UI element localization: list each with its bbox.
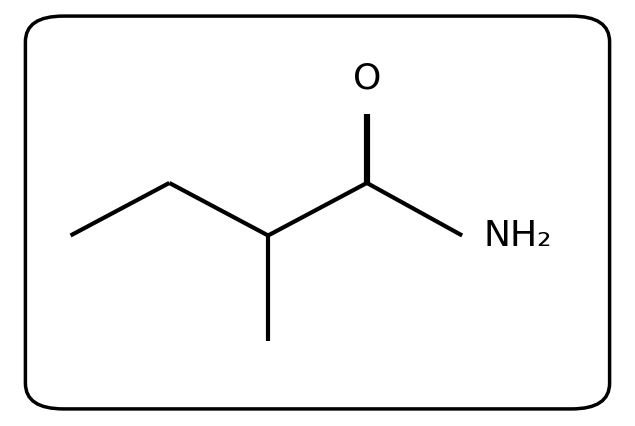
FancyBboxPatch shape — [335, 43, 399, 115]
Text: NH₂: NH₂ — [483, 219, 552, 253]
Text: O: O — [352, 62, 381, 95]
